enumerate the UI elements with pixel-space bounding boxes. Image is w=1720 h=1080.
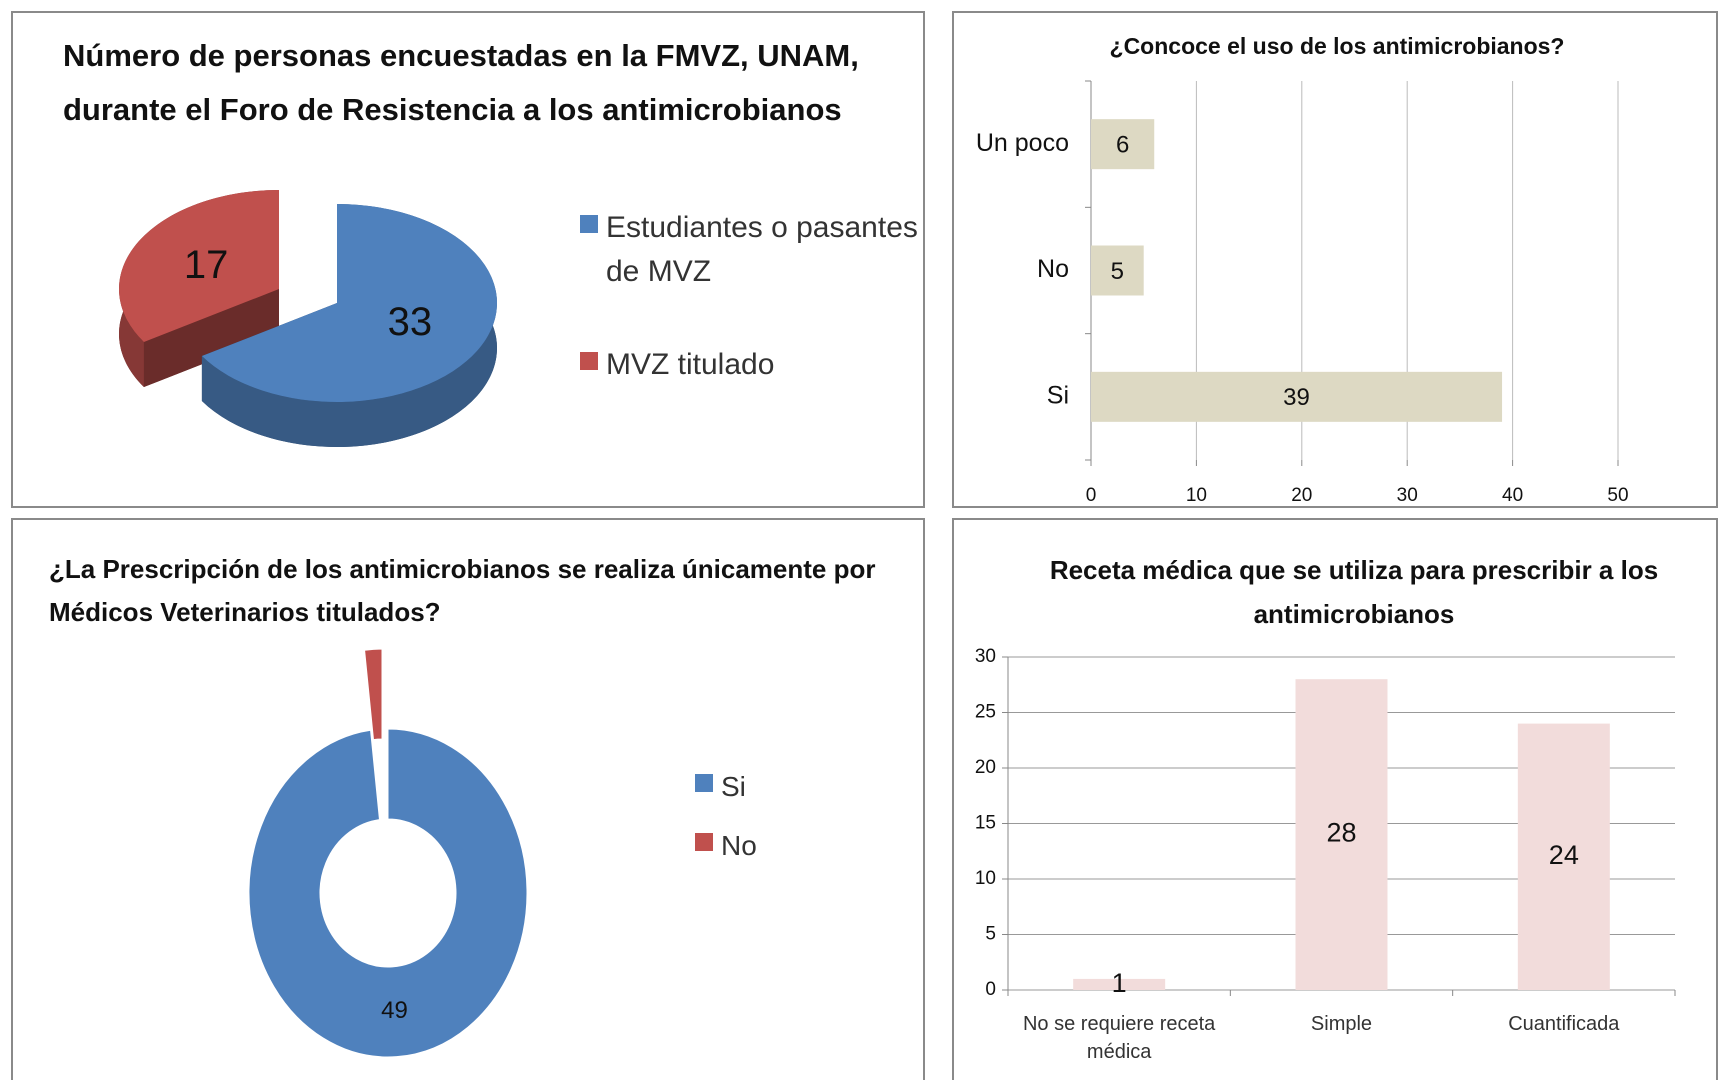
data-label: 5 <box>1111 258 1124 285</box>
legend-label: Si <box>721 770 746 802</box>
data-label: 33 <box>388 300 433 344</box>
data-label: 24 <box>1549 840 1579 870</box>
y-tick-label: 30 <box>975 646 996 667</box>
data-label: 49 <box>381 997 408 1024</box>
data-label: 6 <box>1116 132 1129 159</box>
panel: 0 5 10 15 20 25 30 1 28 24 Receta médica que se ut… <box>952 518 1718 1080</box>
chart-title: ¿Concoce el uso de los antimicrobianos? <box>1109 33 1565 59</box>
y-tick-label: 5 <box>985 924 996 945</box>
legend-label: Estudiantes o pasantes de MVZ <box>606 211 918 288</box>
x-tick-label: 10 <box>1186 485 1207 506</box>
chart: 0 5 10 15 20 25 30 1 28 24 <box>975 646 1676 1000</box>
x-tick-label: 50 <box>1607 485 1628 506</box>
bar <box>1091 119 1155 170</box>
y-tick-label: 15 <box>975 813 996 834</box>
chart-title: Número de personas encuestadas en la FMV… <box>63 38 859 127</box>
data-label: 39 <box>1283 384 1310 411</box>
x-tick-label: No se requiere receta médica <box>1022 1013 1216 1063</box>
y-tick-label: 10 <box>975 868 996 889</box>
pie-slice <box>201 204 497 402</box>
data-label: 1 <box>1112 968 1127 998</box>
bar <box>1517 723 1610 990</box>
x-tick-label: 0 <box>1086 485 1097 506</box>
legend-swatch <box>580 215 598 233</box>
chart: 0 10 20 30 40 50 6 Un poco 5 No 39 Si <box>976 80 1629 506</box>
legend-label: MVZ titulado <box>606 348 775 382</box>
bar <box>1073 978 1166 990</box>
chart-title: Receta médica que se utiliza para prescr… <box>1049 555 1659 629</box>
data-label: 28 <box>1326 818 1356 848</box>
x-tick-label: Simple <box>1310 1013 1373 1035</box>
x-tick-label: Cuantificada <box>1508 1013 1620 1035</box>
x-tick-label: 40 <box>1502 485 1523 506</box>
legend-label: No <box>721 829 757 861</box>
x-tick-label: 30 <box>1397 485 1418 506</box>
y-tick-label: 0 <box>985 979 996 1000</box>
donut-slice <box>364 648 383 741</box>
panel: 49 ¿La Prescripción de los antimicrobiano… <box>11 518 925 1080</box>
bar <box>1091 245 1144 296</box>
y-tick-label: 20 <box>975 757 996 778</box>
legend-swatch <box>695 774 713 792</box>
panel: 17 33 Número de personas encuestadas en la… <box>11 11 925 508</box>
panel: 0 10 20 30 40 50 6 Un poco 5 No 39 Si ¿Concoce el us… <box>952 11 1718 508</box>
bar <box>1295 679 1388 990</box>
pie-slice-side <box>143 289 279 388</box>
y-tick-label: No <box>1037 255 1069 283</box>
y-tick-label: 25 <box>975 702 996 723</box>
donut-slice <box>248 728 528 1058</box>
chart-title: ¿La Prescripción de los antimicrobianos … <box>49 554 876 627</box>
x-tick-label: 20 <box>1291 485 1312 506</box>
bar <box>1091 371 1503 422</box>
legend-swatch <box>580 352 598 370</box>
chart: 49 <box>248 648 713 1058</box>
y-tick-label: Un poco <box>976 129 1069 157</box>
data-label: 17 <box>184 243 229 287</box>
pie-slice <box>119 190 279 343</box>
y-tick-label: Si <box>1047 381 1069 409</box>
legend-swatch <box>695 833 713 851</box>
